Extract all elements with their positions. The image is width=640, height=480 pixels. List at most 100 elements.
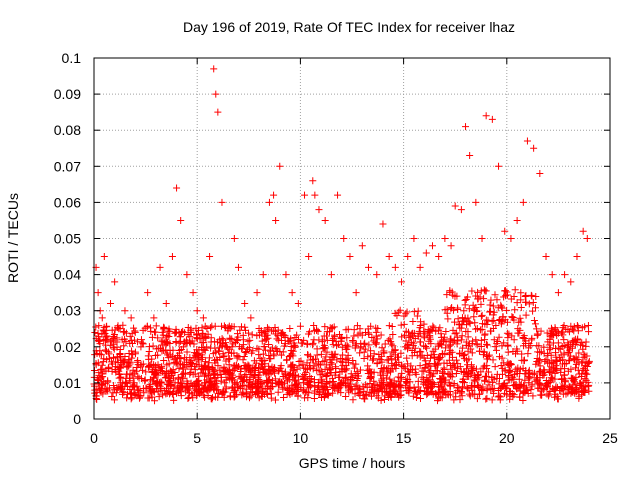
scatter-background-point	[184, 394, 192, 402]
scatter-background-point	[560, 351, 568, 359]
scatter-background-point	[192, 324, 200, 332]
scatter-background-point	[436, 393, 444, 401]
scatter-background-point	[531, 304, 539, 312]
scatter-background-point	[233, 336, 241, 344]
scatter-background-point	[310, 321, 318, 329]
scatter-background-point	[506, 392, 514, 400]
scatter-background-point	[459, 375, 467, 383]
scatter-background-point	[489, 302, 497, 310]
scatter-background-point	[444, 370, 452, 378]
scatter-background-point	[323, 361, 331, 369]
scatter-background-point	[195, 354, 203, 362]
scatter-background-point	[559, 385, 567, 393]
scatter-background-point	[151, 397, 159, 405]
scatter-background-point	[573, 321, 581, 329]
scatter-background-point	[536, 368, 544, 376]
scatter-background-point	[143, 323, 151, 331]
scatter-background-point	[370, 377, 378, 385]
scatter-background-point	[377, 396, 385, 404]
scatter-background-point	[582, 376, 590, 384]
scatter-background-point	[421, 328, 429, 336]
scatter-background-point	[473, 325, 481, 333]
scatter-background-point	[205, 354, 213, 362]
scatter-point	[206, 253, 214, 261]
scatter-background-point	[267, 390, 275, 398]
scatter-background-point	[259, 387, 267, 395]
scatter-background-point	[468, 349, 476, 357]
scatter-background-point	[272, 330, 280, 338]
scatter-background-point	[393, 312, 401, 320]
scatter-background-point	[246, 394, 254, 402]
scatter-background-point	[273, 335, 281, 343]
scatter-background-point	[391, 346, 399, 354]
scatter-background-point	[380, 349, 388, 357]
scatter-point	[199, 314, 207, 322]
scatter-background-point	[131, 327, 139, 335]
scatter-background-point	[120, 328, 128, 336]
scatter-background-point	[517, 289, 525, 297]
scatter-point	[447, 242, 455, 250]
scatter-background-point	[442, 376, 450, 384]
scatter-point	[507, 235, 515, 242]
scatter-background-point	[129, 351, 137, 359]
scatter-point	[451, 202, 459, 210]
scatter-background-point	[173, 384, 181, 392]
scatter-background-point	[113, 324, 121, 332]
scatter-background-point	[334, 382, 342, 390]
scatter-background-point	[283, 390, 291, 398]
scatter-background-point	[190, 340, 198, 348]
scatter-background-point	[172, 325, 180, 333]
y-tick-label: 0.03	[54, 303, 81, 319]
scatter-background-point	[472, 365, 480, 373]
scatter-background-point	[528, 382, 536, 390]
scatter-background-point	[277, 351, 285, 359]
scatter-background-point	[585, 387, 593, 395]
scatter-background-point	[396, 306, 404, 314]
scatter-background-point	[303, 388, 311, 396]
x-axis-label: GPS time / hours	[299, 455, 406, 471]
scatter-background-point	[421, 334, 429, 342]
scatter-background-point	[202, 332, 210, 340]
scatter-point	[259, 271, 267, 279]
scatter-point	[173, 184, 181, 192]
scatter-point	[309, 177, 317, 185]
scatter-background-point	[362, 345, 370, 353]
scatter-background-point	[497, 393, 505, 401]
scatter-background-point	[427, 340, 435, 348]
scatter-background-point	[470, 383, 478, 391]
scatter-background-point	[284, 377, 292, 385]
scatter-background-point	[465, 318, 473, 326]
scatter-background-point	[558, 328, 566, 336]
scatter-background-point	[582, 370, 590, 378]
scatter-background-point	[175, 364, 183, 372]
scatter-background-point	[263, 369, 271, 377]
scatter-background-point	[258, 379, 266, 387]
scatter-background-point	[239, 336, 247, 344]
scatter-background-point	[481, 377, 489, 385]
scatter-background-point	[166, 340, 174, 348]
scatter-background-point	[584, 322, 592, 330]
scatter-background-point	[198, 339, 206, 347]
y-tick-label: 0	[73, 411, 81, 427]
scatter-background-point	[417, 318, 425, 326]
scatter-background-point	[237, 323, 245, 331]
scatter-background-point	[186, 389, 194, 397]
scatter-background-point	[139, 366, 147, 374]
scatter-background-point	[251, 365, 259, 373]
scatter-background-point	[313, 351, 321, 359]
scatter-background-point	[236, 384, 244, 392]
scatter-background-point	[99, 326, 107, 334]
scatter-background-point	[482, 395, 490, 403]
scatter-background-point	[513, 370, 521, 378]
scatter-background-point	[150, 328, 158, 336]
scatter-point	[111, 278, 119, 286]
scatter-background-point	[521, 293, 529, 301]
scatter-background-point	[504, 291, 512, 299]
scatter-background-point	[356, 329, 364, 337]
scatter-background-point	[426, 367, 434, 375]
scatter-background-point	[389, 331, 397, 339]
scatter-background-point	[260, 327, 268, 335]
scatter-background-point	[450, 379, 458, 387]
scatter-background-point	[432, 327, 440, 335]
scatter-background-point	[558, 360, 566, 368]
